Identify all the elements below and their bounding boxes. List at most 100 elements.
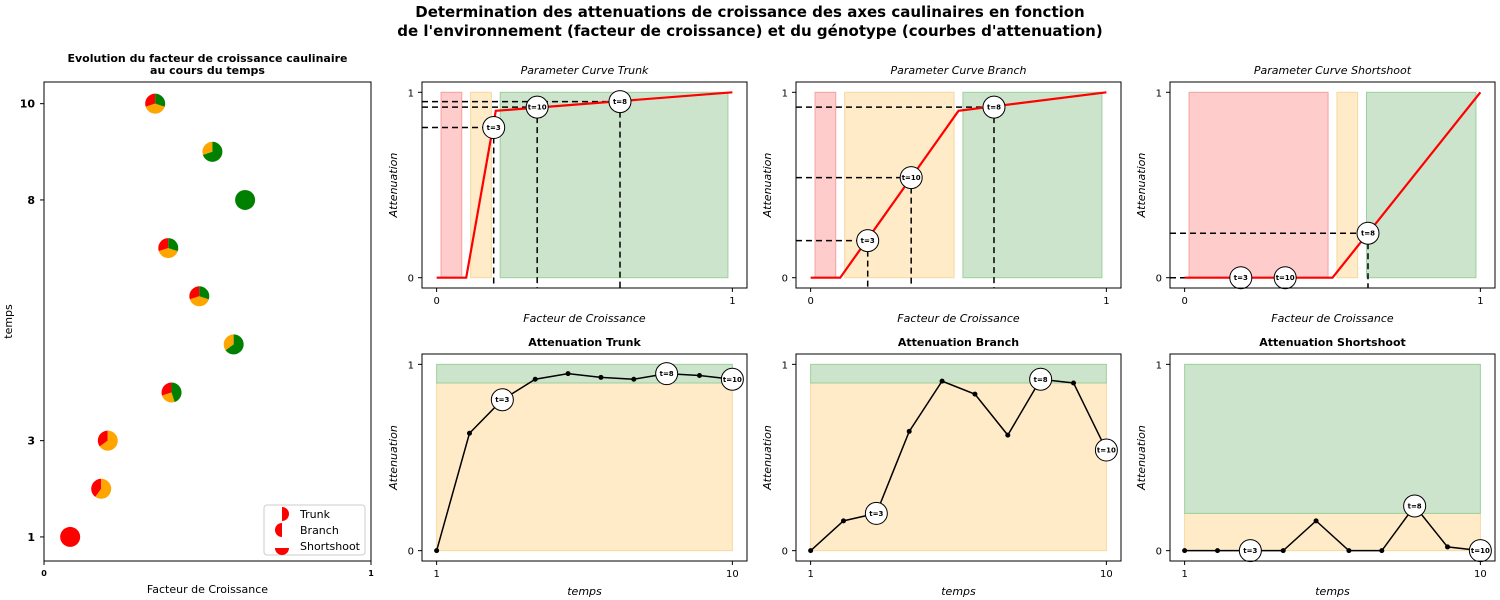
data-point: [598, 374, 604, 380]
atten_shortshoot-frame: [1169, 353, 1496, 562]
marker-t3-circle: [482, 116, 506, 140]
data-point: [840, 518, 846, 524]
data-point: [906, 428, 912, 434]
marker-t8-label: t=8: [613, 98, 627, 106]
marker-t3-circle: [1238, 539, 1262, 563]
pie-slice-shortshoot: [199, 286, 210, 300]
panel-xlabel: temps: [941, 585, 976, 598]
marker-t8-circle: [982, 95, 1006, 119]
marker-t10-label: t=10: [1276, 274, 1295, 282]
zone-orange: [1336, 91, 1359, 279]
data-point: [808, 548, 814, 554]
x-tick-label: 10: [1474, 569, 1487, 580]
data-point: [466, 430, 472, 436]
pie-point-t9: [202, 141, 223, 162]
data-point: [1346, 548, 1352, 554]
attenuation-line: [810, 378, 1108, 552]
data-point: [1445, 544, 1451, 550]
marker-t3-label: t=3: [487, 124, 501, 132]
legend-marker-branch: [275, 523, 282, 537]
y-tick-label: 0: [1156, 274, 1162, 285]
param_trunk-frame: [421, 81, 748, 289]
pie-slice-shortshoot: [168, 238, 179, 252]
panel-xlabel: Facteur de Croissance: [523, 312, 646, 325]
pie-slice-trunk: [60, 526, 81, 547]
data-point: [972, 391, 978, 397]
chart-param_trunk: Parameter Curve Trunk t=3 t=10 t=8 0 1 0 1 Facte…: [387, 64, 748, 325]
y-tick-label: 0: [782, 274, 788, 285]
panel-title: Attenuation Trunk: [528, 336, 641, 349]
y-tick-label: 1: [782, 88, 788, 99]
panel-ylabel: Attenuation: [761, 153, 774, 219]
data-point: [532, 376, 538, 382]
y-tick-label: 0: [1156, 547, 1162, 558]
data-point: [1182, 548, 1188, 554]
pie-point-t2: [91, 478, 112, 499]
pie-point-t6: [189, 286, 210, 307]
data-point: [1071, 380, 1077, 386]
y-tick-label: 1: [408, 360, 414, 371]
marker-t10-circle: [899, 166, 923, 190]
marker-t10-circle: [1273, 266, 1297, 290]
pie-slice-branch: [145, 103, 165, 114]
marker-t3-circle: [490, 388, 514, 412]
zone-green: [1366, 91, 1477, 279]
pie-slice-trunk: [97, 430, 108, 447]
x-tick-label: 0: [41, 569, 47, 578]
legend: Trunk Branch Shortshoot: [263, 504, 366, 556]
pie-point-t4: [161, 382, 182, 403]
panel-xlabel: Facteur de Croissance: [1271, 312, 1394, 325]
atten_branch-frame: [795, 353, 1122, 562]
x-tick-label: 1: [1477, 296, 1483, 307]
data-point: [1313, 518, 1319, 524]
legend-box: [263, 504, 366, 556]
y-tick-label: 8: [27, 194, 35, 207]
pie-point-t8: [235, 189, 256, 210]
scatter-xlabel: Facteur de Croissance: [147, 583, 268, 596]
data-point: [565, 371, 571, 377]
pie-slice-shortshoot: [235, 189, 256, 210]
pie-slice-trunk: [91, 478, 102, 497]
data-point: [697, 373, 703, 379]
panel-ylabel: Attenuation: [387, 425, 400, 491]
y-tick-label: 1: [27, 531, 35, 544]
attenuation-line: [1184, 504, 1481, 552]
pie-point-t1: [60, 526, 81, 547]
zone-red: [1188, 91, 1329, 279]
panel-ylabel: Attenuation: [1135, 153, 1148, 219]
pie-slice-shortshoot: [202, 141, 223, 162]
y-tick-label: 0: [408, 274, 414, 285]
data-point: [1214, 548, 1220, 554]
marker-t8-circle: [655, 362, 679, 386]
atten_trunk-frame: [421, 353, 748, 562]
x-tick-label: 1: [807, 569, 813, 580]
legend-label: Trunk: [299, 508, 331, 521]
x-tick-label: 0: [1181, 296, 1187, 307]
x-tick-label: 1: [1103, 296, 1109, 307]
marker-t8-label: t=8: [1034, 376, 1048, 384]
pie-slice-branch: [223, 334, 234, 351]
x-tick-label: 1: [368, 569, 374, 578]
chart-param_shortshoot: Parameter Curve Shortshoot t=3 t=10 t=8 0 1 0 1…: [1135, 64, 1496, 325]
band-green: [810, 363, 1107, 384]
x-tick-label: 0: [433, 296, 439, 307]
panel-xlabel: temps: [1315, 585, 1350, 598]
band-orange: [810, 382, 1107, 552]
chart-param_branch: Parameter Curve Branch t=3 t=10 t=8 0 1 0 1 Fact…: [761, 64, 1122, 325]
marker-t3-circle: [1229, 266, 1253, 290]
figure-title-line2: de l'environnement (facteur de croissanc…: [397, 22, 1102, 40]
scatter-title-line1: Evolution du facteur de croissance cauli…: [68, 52, 348, 65]
zone-green: [962, 91, 1103, 279]
band-orange: [1184, 512, 1481, 552]
pie-slice-branch: [99, 430, 118, 451]
legend-marker-shortshoot: [275, 548, 289, 555]
param_branch-frame: [795, 81, 1122, 289]
pie-point-t3: [97, 430, 118, 451]
y-tick-label: 10: [20, 98, 36, 111]
zone-red: [814, 91, 837, 279]
marker-t10-label: t=10: [1471, 547, 1490, 555]
pie-slice-trunk: [189, 286, 200, 300]
pie-point-t7: [158, 238, 179, 259]
pie-slice-shortshoot: [171, 382, 182, 403]
